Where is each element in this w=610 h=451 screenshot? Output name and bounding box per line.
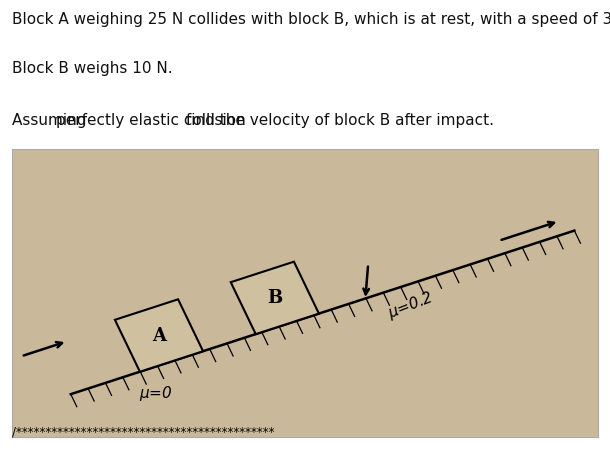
Text: find the velocity of block B after impact.: find the velocity of block B after impac… — [181, 113, 494, 128]
Text: $\mu$=0.2: $\mu$=0.2 — [385, 288, 436, 323]
Text: Block B weighs 10 N.: Block B weighs 10 N. — [12, 60, 173, 76]
Text: perfectly elastic collision: perfectly elastic collision — [56, 113, 246, 128]
Text: $\mu$=0: $\mu$=0 — [138, 384, 173, 403]
Text: B: B — [267, 289, 282, 307]
Text: /********************************************: /***************************************… — [12, 426, 274, 439]
Text: Block A weighing 25 N collides with block B, which is at rest, with a speed of 3: Block A weighing 25 N collides with bloc… — [12, 12, 610, 27]
Text: A: A — [152, 327, 166, 345]
Polygon shape — [231, 262, 319, 334]
Polygon shape — [115, 299, 203, 372]
Text: Assuming: Assuming — [12, 113, 92, 128]
